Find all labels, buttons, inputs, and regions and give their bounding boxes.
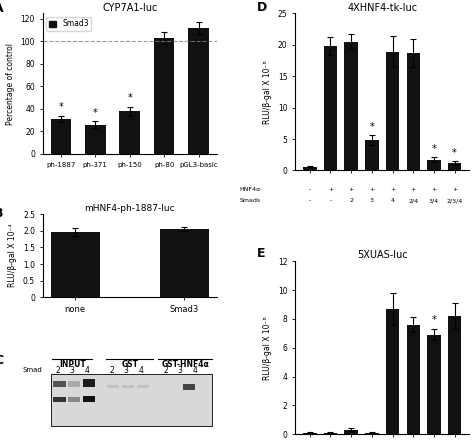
- Bar: [345, 42, 358, 171]
- Bar: [303, 167, 317, 171]
- Bar: [427, 160, 441, 171]
- Text: 2/3/4: 2/3/4: [447, 198, 463, 203]
- Text: +: +: [452, 187, 457, 192]
- Text: 2: 2: [163, 366, 168, 375]
- Text: 3: 3: [370, 198, 374, 203]
- Bar: [386, 309, 399, 434]
- Text: C: C: [0, 354, 3, 366]
- Bar: [188, 28, 209, 154]
- Bar: [154, 38, 174, 154]
- Text: *: *: [58, 102, 63, 113]
- FancyBboxPatch shape: [137, 385, 148, 388]
- Text: 4: 4: [391, 198, 394, 203]
- Text: 2: 2: [55, 366, 60, 375]
- Text: HNF4α: HNF4α: [239, 187, 260, 192]
- Text: *: *: [128, 93, 132, 103]
- FancyBboxPatch shape: [51, 374, 212, 427]
- Text: 4: 4: [192, 366, 198, 375]
- Text: 3/4: 3/4: [429, 198, 439, 203]
- Bar: [427, 335, 441, 434]
- Bar: [303, 433, 317, 434]
- Bar: [51, 232, 100, 297]
- Bar: [345, 430, 358, 434]
- Text: *: *: [93, 108, 98, 118]
- Text: *: *: [369, 122, 374, 132]
- FancyBboxPatch shape: [183, 384, 195, 390]
- FancyBboxPatch shape: [53, 381, 65, 387]
- Text: *: *: [431, 315, 436, 325]
- Bar: [324, 433, 337, 434]
- Y-axis label: RLU/β-gal X 10⁻⁶: RLU/β-gal X 10⁻⁶: [264, 316, 273, 380]
- Text: +: +: [348, 187, 354, 192]
- Text: 2/4: 2/4: [408, 198, 418, 203]
- Text: +: +: [369, 187, 374, 192]
- Text: Smad: Smad: [23, 367, 43, 373]
- Text: -: -: [309, 187, 311, 192]
- Text: -: -: [309, 198, 311, 203]
- Text: INPUT: INPUT: [59, 360, 86, 369]
- Y-axis label: RLU/β-gal X 10⁻⁴: RLU/β-gal X 10⁻⁴: [9, 224, 18, 288]
- Title: 5XUAS-luc: 5XUAS-luc: [357, 250, 408, 260]
- Y-axis label: Percentage of control: Percentage of control: [6, 43, 15, 124]
- FancyBboxPatch shape: [53, 397, 65, 402]
- Text: D: D: [257, 1, 267, 14]
- Text: B: B: [0, 207, 3, 221]
- FancyBboxPatch shape: [68, 381, 81, 387]
- Bar: [365, 433, 379, 434]
- Text: +: +: [431, 187, 437, 192]
- Bar: [160, 229, 209, 297]
- Text: +: +: [390, 187, 395, 192]
- Text: GST-HNF4α: GST-HNF4α: [162, 360, 210, 369]
- Bar: [386, 52, 399, 171]
- Bar: [407, 325, 420, 434]
- Text: *: *: [431, 144, 436, 154]
- FancyBboxPatch shape: [82, 396, 95, 402]
- Text: 3: 3: [178, 366, 182, 375]
- Title: CYP7A1-luc: CYP7A1-luc: [102, 3, 157, 12]
- Legend: Smad3: Smad3: [46, 17, 91, 31]
- FancyBboxPatch shape: [107, 385, 119, 388]
- Bar: [448, 316, 461, 434]
- Text: *: *: [452, 148, 457, 158]
- Text: -: -: [329, 198, 332, 203]
- Text: Smads: Smads: [239, 198, 260, 203]
- Text: 4: 4: [85, 366, 90, 375]
- Text: 3: 3: [70, 366, 75, 375]
- Text: 3: 3: [124, 366, 128, 375]
- Bar: [51, 119, 71, 154]
- Y-axis label: RLU/β-gal X 10⁻⁶: RLU/β-gal X 10⁻⁶: [264, 60, 273, 124]
- Text: GST: GST: [121, 360, 138, 369]
- Text: A: A: [0, 2, 3, 15]
- Bar: [85, 125, 106, 154]
- Bar: [448, 163, 461, 171]
- Bar: [365, 140, 379, 171]
- Text: 2: 2: [349, 198, 353, 203]
- Title: 4XHNF4-tk-luc: 4XHNF4-tk-luc: [347, 3, 417, 12]
- FancyBboxPatch shape: [68, 397, 81, 402]
- Bar: [407, 53, 420, 171]
- Text: 4: 4: [138, 366, 144, 375]
- Text: 2: 2: [109, 366, 114, 375]
- Text: +: +: [328, 187, 333, 192]
- Bar: [119, 111, 140, 154]
- Bar: [324, 46, 337, 171]
- Title: mHNF4-ph-1887-luc: mHNF4-ph-1887-luc: [84, 204, 175, 214]
- FancyBboxPatch shape: [122, 385, 134, 388]
- FancyBboxPatch shape: [82, 379, 95, 387]
- Text: +: +: [410, 187, 416, 192]
- Text: E: E: [257, 247, 265, 260]
